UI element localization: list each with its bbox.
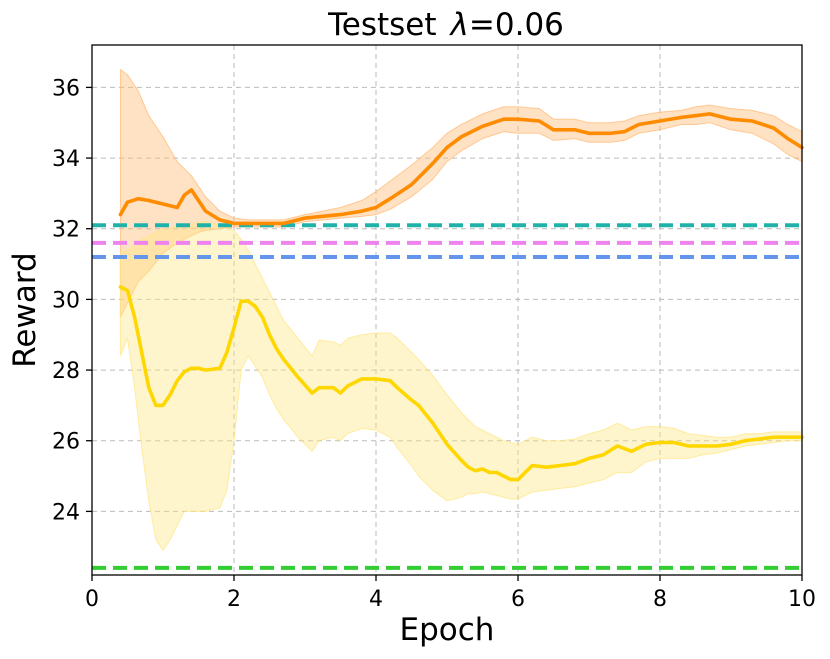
series-1-band [119, 221, 803, 552]
chart-title: Testset λ=0.06 [327, 7, 564, 43]
baseline-lines [92, 223, 802, 570]
x-axis-label: Epoch [400, 612, 495, 648]
chart-title-suffix: =0.06 [469, 7, 564, 43]
x-tick-label: 10 [788, 587, 816, 612]
plot-frame [91, 44, 803, 576]
confidence-bands [119, 68, 803, 552]
x-tick-label: 2 [227, 587, 241, 612]
y-tick-label: 32 [52, 218, 80, 243]
y-axis-label: Reward [7, 252, 43, 367]
chart-title-symbol: λ [449, 7, 469, 43]
y-tick-label: 34 [52, 147, 80, 172]
y-tick-label: 28 [52, 359, 80, 384]
x-tick-label: 8 [653, 587, 667, 612]
series-1-line [118, 285, 804, 482]
y-tick-label: 36 [52, 76, 80, 101]
x-tick-label: 4 [369, 587, 383, 612]
x-tick-label: 0 [85, 587, 99, 612]
y-tick-label: 30 [52, 288, 80, 313]
series-lines [118, 112, 804, 482]
series-0-line [118, 112, 804, 226]
chart-title-prefix: Testset [327, 7, 436, 43]
y-tick-label: 26 [52, 430, 80, 455]
x-tick-label: 6 [511, 587, 525, 612]
y-tick-label: 24 [52, 500, 80, 525]
